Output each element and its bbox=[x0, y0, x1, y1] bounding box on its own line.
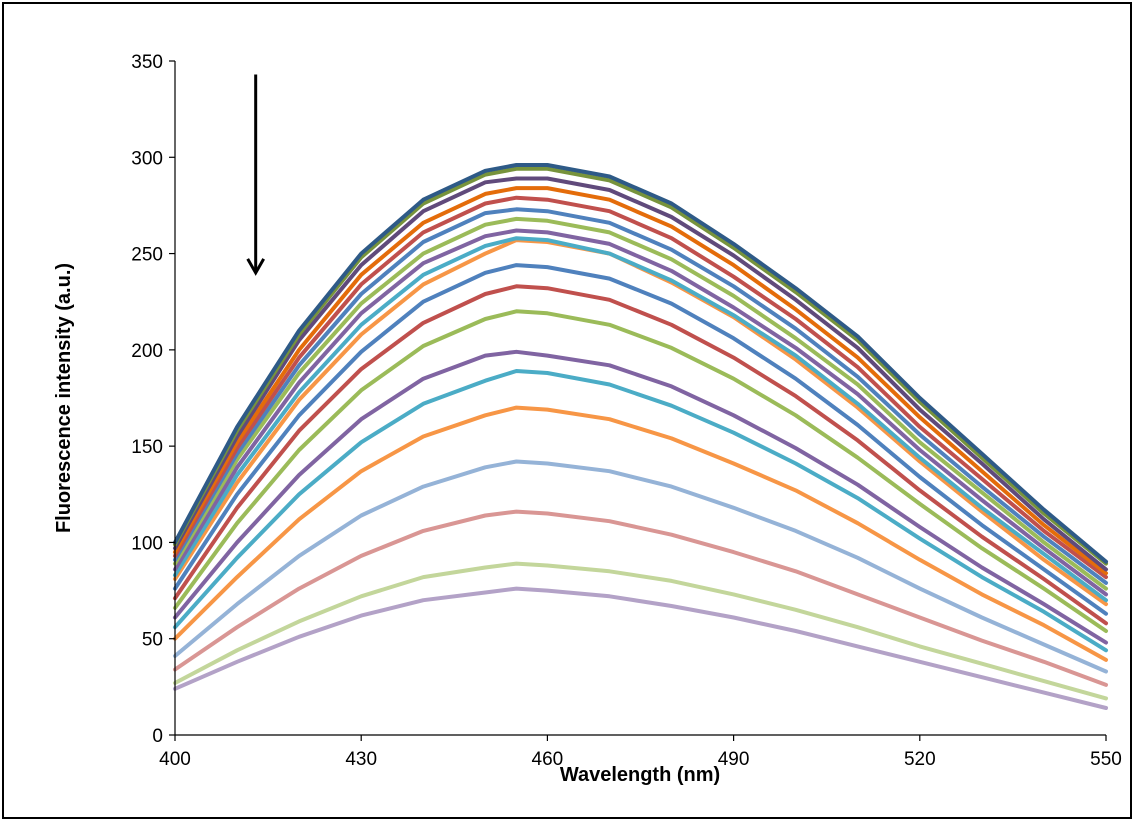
series-line-14 bbox=[173, 349, 1108, 645]
y-tick-label: 250 bbox=[131, 245, 163, 266]
series-layer bbox=[173, 163, 1108, 710]
series-line-5 bbox=[173, 195, 1108, 580]
series-line-17 bbox=[173, 459, 1108, 674]
series-line-20 bbox=[173, 586, 1108, 710]
x-tick-label: 400 bbox=[159, 749, 191, 770]
arrow-layer bbox=[246, 74, 265, 276]
series-line-1 bbox=[173, 163, 1108, 564]
series-line-4 bbox=[173, 186, 1108, 576]
axis-layer bbox=[174, 61, 1106, 736]
series-line-6 bbox=[173, 207, 1108, 585]
series-line-16 bbox=[173, 405, 1108, 662]
y-tick-label: 100 bbox=[131, 533, 163, 554]
x-tick-label: 550 bbox=[1090, 749, 1122, 770]
series-line-7 bbox=[173, 216, 1108, 591]
series-line-12 bbox=[173, 284, 1108, 626]
tick-layer: 0 50 100 150 200 250 300 350 400 430 460 490 520 550 bbox=[131, 52, 1122, 770]
y-tick-label: 50 bbox=[142, 630, 163, 651]
series-line-15 bbox=[173, 369, 1108, 653]
x-tick-label: 430 bbox=[345, 749, 377, 770]
down-arrow-head-icon bbox=[246, 258, 265, 276]
y-axis-title: Fluorescence intensity (a.u.) bbox=[53, 263, 75, 533]
x-axis-title: Wavelength (nm) bbox=[560, 764, 720, 786]
series-line-11 bbox=[173, 263, 1108, 616]
series-line-2 bbox=[173, 166, 1108, 566]
x-tick-label: 520 bbox=[904, 749, 936, 770]
x-tick-label: 460 bbox=[532, 749, 564, 770]
series-line-19 bbox=[173, 561, 1108, 701]
series-line-3 bbox=[173, 176, 1108, 572]
series-line-10 bbox=[173, 238, 1108, 607]
y-tick-label: 150 bbox=[131, 437, 163, 458]
y-tick-label: 350 bbox=[131, 52, 163, 73]
series-line-18 bbox=[173, 509, 1108, 687]
y-tick-label: 200 bbox=[131, 341, 163, 362]
y-tick-label: 300 bbox=[131, 148, 163, 169]
series-line-8 bbox=[173, 228, 1108, 597]
series-line-9 bbox=[173, 236, 1108, 603]
x-tick-label: 490 bbox=[718, 749, 750, 770]
series-line-13 bbox=[173, 309, 1108, 633]
y-tick-label: 0 bbox=[152, 726, 163, 747]
